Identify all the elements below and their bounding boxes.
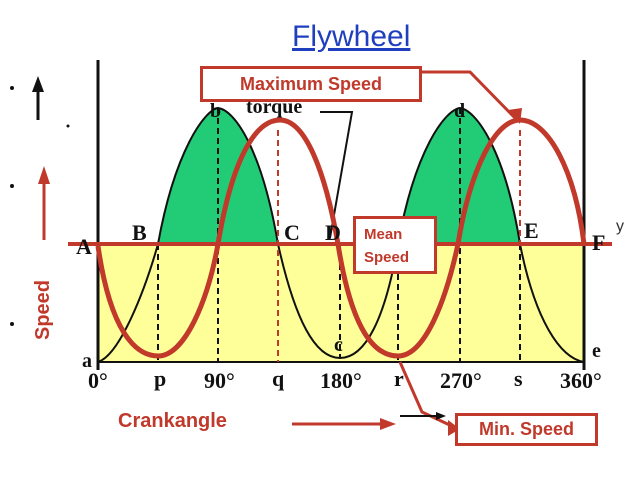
tick-p: p	[154, 366, 167, 391]
point-a: a	[82, 350, 92, 372]
point-C: C	[284, 220, 300, 245]
tick-r: r	[394, 366, 404, 391]
torque-curve-end	[519, 243, 585, 363]
torque-label: torque	[246, 96, 303, 118]
tick-270: 270°	[440, 368, 482, 393]
point-B: B	[132, 220, 147, 245]
tick-s: s	[514, 366, 523, 391]
y-mark: y	[616, 218, 624, 235]
diagram-title: Flywheel	[292, 20, 411, 53]
dashed-verticals	[157, 108, 521, 362]
axis-end-arrowhead	[436, 412, 446, 420]
speed-arrowhead	[38, 166, 50, 184]
point-A: A	[76, 234, 92, 259]
tick-360: 360°	[560, 368, 602, 393]
tick-90: 90°	[204, 368, 235, 393]
y-axis-label: Speed	[32, 279, 54, 340]
point-F: F	[592, 230, 606, 255]
point-D: D	[325, 220, 341, 245]
max-speed-pointer-head	[508, 108, 522, 124]
left-margin-dots	[10, 86, 70, 326]
min-speed-box: Min. Speed	[455, 413, 598, 446]
min-speed-pointer	[398, 361, 457, 430]
crankangle-arrowhead	[380, 418, 396, 430]
max-speed-pointer	[422, 70, 517, 120]
mean-speed-line-2: Speed	[364, 249, 410, 266]
min-speed-pointer-head	[448, 420, 460, 436]
max-speed-box: Maximum Speed	[200, 66, 422, 102]
x-axis-label: Crankangle	[118, 410, 227, 432]
point-c: c	[334, 334, 343, 356]
torque-curve-start	[97, 243, 159, 363]
tick-180: 180°	[320, 368, 362, 393]
tick-0: 0°	[88, 368, 108, 393]
tick-q: q	[272, 366, 285, 391]
mean-speed-box: Mean Speed	[353, 216, 437, 274]
torque-pointer	[320, 111, 354, 239]
point-e: e	[592, 340, 601, 362]
mean-speed-line-1: Mean	[364, 226, 403, 243]
point-E: E	[524, 218, 539, 243]
y-axis-arrowhead	[32, 76, 44, 92]
point-b: b	[210, 100, 222, 122]
point-d: d	[454, 100, 466, 122]
